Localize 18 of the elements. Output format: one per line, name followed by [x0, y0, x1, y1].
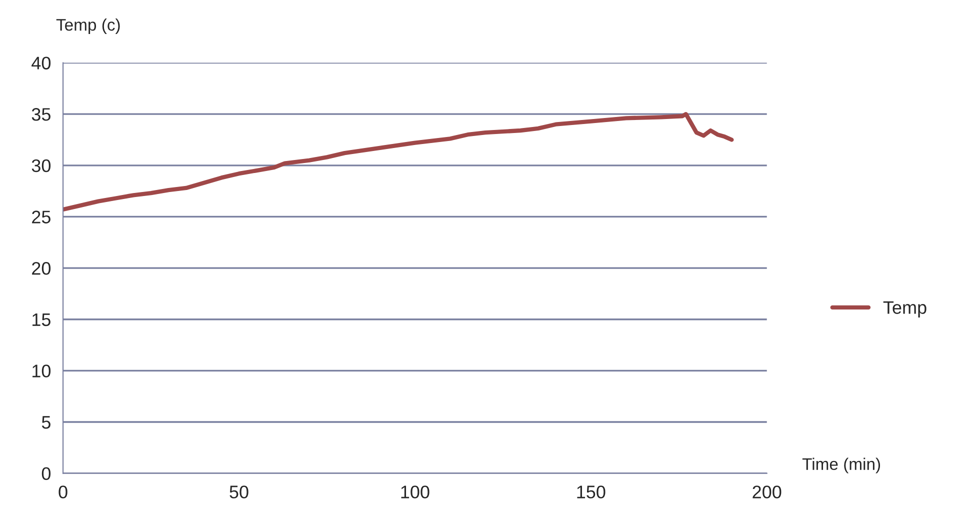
x-tick-label: 100 [401, 486, 430, 498]
y-tick-label: 30 [32, 159, 51, 172]
y-tick-label: 35 [32, 108, 50, 121]
y-tick-label: 0 [42, 467, 51, 480]
x-tick-label: 0 [58, 486, 68, 498]
line-series [63, 112, 734, 212]
legend-label: Temp [883, 301, 926, 318]
y-tick-label: 5 [42, 416, 50, 429]
y-axis-title: Temp (c) [56, 18, 120, 34]
y-tick-label: 15 [32, 313, 50, 326]
x-tick-label: 50 [230, 486, 248, 498]
y-tick-label: 10 [32, 364, 51, 378]
y-tick-label: 25 [32, 210, 50, 224]
y-tick-label: 40 [32, 56, 51, 70]
x-tick-label: 200 [752, 486, 782, 498]
x-axis-title: Time (min) [802, 458, 880, 474]
x-tick-label: 150 [577, 486, 606, 498]
y-tick-label: 20 [32, 262, 51, 275]
